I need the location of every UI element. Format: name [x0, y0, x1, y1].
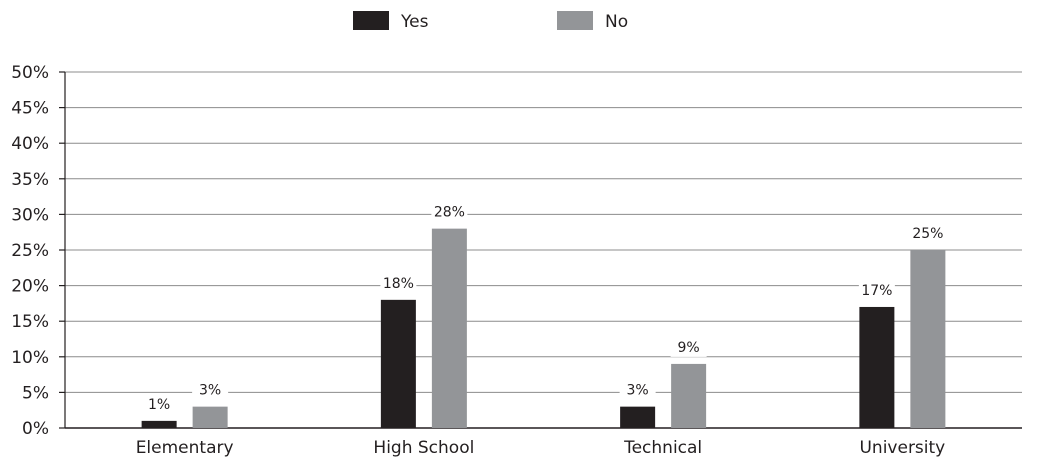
- y-tick-label: 35%: [11, 170, 49, 190]
- data-label-background: [909, 225, 946, 243]
- data-label: 28%: [434, 205, 465, 221]
- data-label: 3%: [199, 383, 221, 399]
- data-label-background: [858, 281, 895, 300]
- y-axis: 0% 5% 10% 15% 20% 25% 30% 35% 40% 45% 50%: [11, 63, 66, 439]
- y-tick-label: 10%: [11, 348, 49, 368]
- bar-no-high-school: [431, 228, 467, 428]
- data-label: 9%: [678, 340, 700, 356]
- bar-no-elementary: [192, 406, 228, 428]
- legend-swatch: [353, 11, 389, 30]
- data-label-background: [431, 203, 468, 222]
- x-category-label: High School: [373, 438, 474, 458]
- y-tick-label: 25%: [11, 241, 49, 261]
- x-axis: Elementary High School Technical University: [65, 427, 1022, 458]
- data-label: 25%: [912, 226, 943, 242]
- y-tick-label: 40%: [11, 134, 49, 154]
- y-tick-label: 45%: [11, 99, 49, 119]
- data-label: 17%: [861, 283, 892, 299]
- data-label-background: [380, 274, 417, 293]
- bars: [141, 228, 946, 428]
- data-label: 1%: [148, 397, 170, 413]
- data-label: 18%: [383, 276, 414, 292]
- bar-no-technical: [671, 363, 707, 428]
- x-category-label: University: [859, 438, 945, 458]
- y-tick-label: 0%: [22, 419, 49, 439]
- legend-label: Yes: [400, 12, 429, 32]
- y-tick-label: 15%: [11, 312, 49, 332]
- y-tick-label: 30%: [11, 205, 49, 225]
- data-label-background: [141, 395, 178, 414]
- legend: Yes No: [353, 11, 628, 32]
- data-label-background: [619, 381, 656, 400]
- data-label-background: [670, 338, 707, 357]
- bar-yes-university: [859, 306, 895, 428]
- x-category-label: Elementary: [136, 438, 234, 458]
- gridlines: [65, 71, 1022, 393]
- legend-label: No: [605, 12, 628, 32]
- bar-yes-technical: [620, 406, 656, 428]
- bar-yes-elementary: [141, 420, 177, 428]
- data-labels: 1% 3% 18% 28% 3% 9% 17% 25%: [141, 203, 946, 414]
- legend-swatch: [557, 11, 593, 30]
- y-tick-label: 5%: [22, 383, 49, 403]
- y-tick-label: 50%: [11, 63, 49, 83]
- data-label-background: [192, 381, 229, 400]
- data-label: 3%: [627, 383, 649, 399]
- x-category-label: Technical: [623, 438, 702, 458]
- bar-yes-high-school: [380, 299, 416, 428]
- y-tick-label: 20%: [11, 277, 49, 297]
- bar-no-university: [910, 250, 946, 428]
